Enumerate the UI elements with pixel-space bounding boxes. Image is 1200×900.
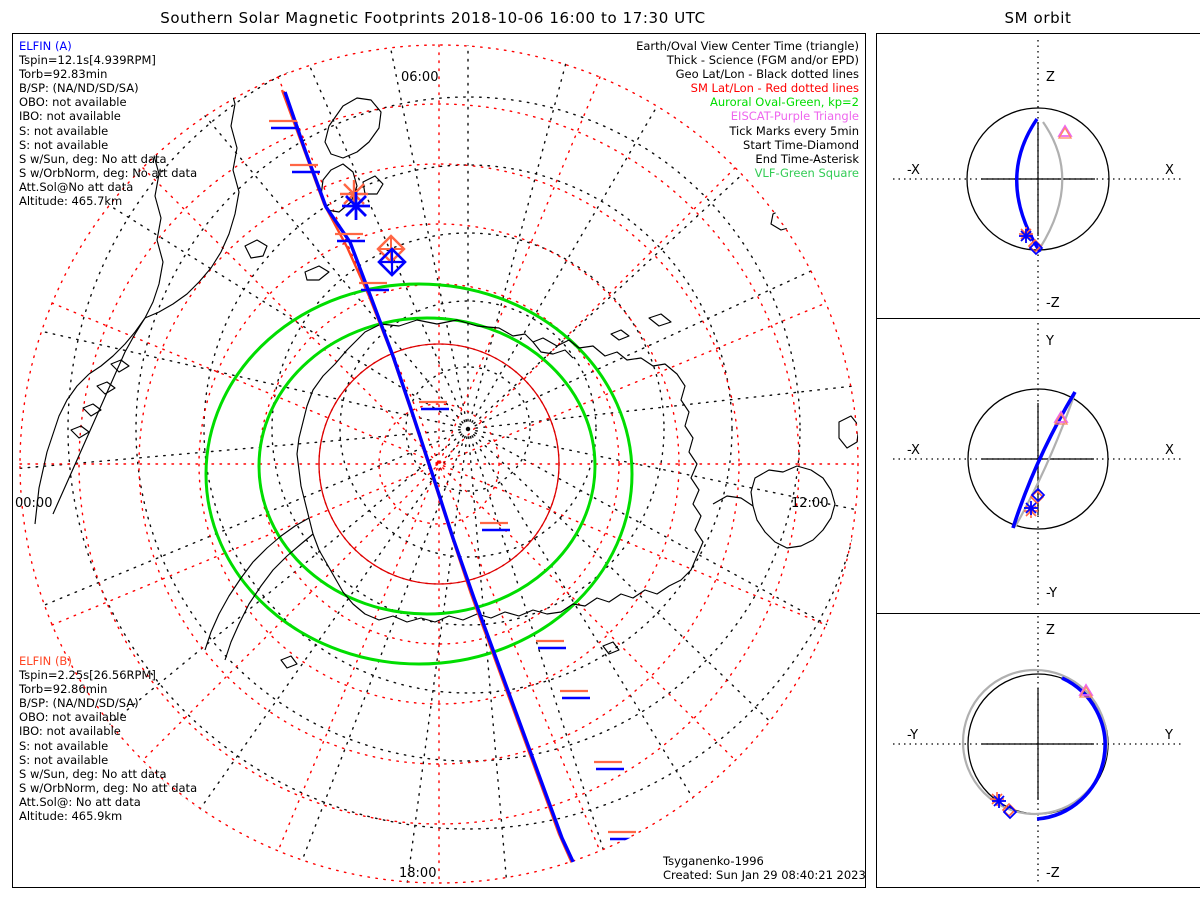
elfin-a-line-3: OBO: not available — [19, 95, 127, 110]
axis-label-left-yz: -Y — [907, 728, 918, 743]
end-time-asterisk-xz — [1019, 227, 1033, 243]
elfin-b-line-9: Att.Sol@: No att data — [19, 794, 141, 809]
axis-label-up-yz: Z — [1046, 623, 1055, 638]
elfin-b-line-2: B/SP: (NA/ND/SD/SA) — [19, 696, 139, 711]
elfin-a-line-10: Altitude: 465.7km — [19, 194, 123, 209]
mlt-label-06: 06:00 — [401, 70, 439, 85]
orbit-track-yz — [1036, 676, 1107, 821]
start-time-diamond-yz — [1001, 802, 1018, 820]
orbit-axes-xz — [893, 40, 1183, 311]
start-time-diamond-xy — [1029, 487, 1046, 505]
tick-marks — [269, 119, 638, 841]
elfin-b-line-3: OBO: not available — [19, 710, 127, 725]
elfin-b-line-10: Altitude: 465.9km — [19, 809, 123, 824]
legend-item-auroral-oval: Auroral Oval-Green, kp=2 — [709, 95, 859, 110]
elfin-a-line-4: IBO: not available — [19, 109, 121, 124]
orbit-axes-xy — [893, 323, 1183, 608]
legend-item-view-center-time: Earth/Oval View Center Time (triangle) — [636, 39, 859, 53]
axis-label-right-xz: X — [1165, 163, 1174, 178]
elfin-a-track — [283, 91, 584, 882]
elfin-a-line-0: Tspin=12.1s[4.939RPM] — [19, 53, 156, 68]
elfin-b-line-8: S w/OrbNorm, deg: No att data — [19, 780, 198, 795]
created-timestamp: Created: Sun Jan 29 08:40:21 2023 — [663, 867, 866, 882]
elfin-a-line-7: S w/Sun, deg: No att data — [19, 151, 167, 166]
elfin-a-line-2: B/SP: (NA/ND/SD/SA) — [19, 81, 139, 96]
elfin-a-name: ELFIN (A) — [19, 39, 72, 53]
orbit-plot-xy: Y -Y -X X — [893, 323, 1183, 608]
elfin-a-info-block: ELFIN (A) Tspin=12.1s[4.939RPM] Torb=92.… — [19, 39, 197, 208]
view-center-triangle-yz — [1078, 683, 1094, 698]
axis-label-down-xy: -Y — [1046, 586, 1057, 601]
legend-item-geo-latlon: Geo Lat/Lon - Black dotted lines — [675, 67, 859, 82]
sm-orbit-title: SM orbit — [1004, 9, 1072, 27]
elfin-b-name: ELFIN (B) — [19, 654, 72, 668]
orbit-projection-xz — [1039, 121, 1064, 249]
sm-orbit-panel-yz[interactable]: Z -Z -Y Y — [876, 613, 1200, 888]
mlt-label-12: 12:00 — [791, 496, 829, 511]
mlt-label-00: 00:00 — [15, 496, 53, 511]
end-time-asterisk-marker — [340, 180, 370, 220]
legend-item-start-time: Start Time-Diamond — [743, 137, 859, 152]
axis-label-up-xy: Y — [1045, 334, 1054, 349]
orbit-plot-xz: Z -Z -X X — [893, 40, 1183, 311]
axis-label-left-xz: -X — [907, 163, 920, 178]
axis-label-up-xz: Z — [1046, 70, 1055, 85]
sm-orbit-panel-xy[interactable]: Y -Y -X X — [876, 318, 1200, 613]
orbit-plot-yz: Z -Z -Y Y — [893, 616, 1183, 882]
start-time-diamond-xz — [1027, 238, 1044, 256]
orbit-projection-xy — [1014, 392, 1077, 528]
sm-inner-circle — [318, 343, 560, 585]
elfin-b-line-7: S w/Sun, deg: No att data — [19, 766, 167, 781]
elfin-a-line-9: Att.Sol@No att data — [19, 179, 134, 194]
end-time-asterisk-xy — [1024, 501, 1038, 518]
elfin-a-line-5: S: not available — [19, 123, 109, 138]
sm-orbit-panel-xz[interactable]: Z -Z -X X — [876, 33, 1200, 318]
elfin-a-line-6: S: not available — [19, 137, 109, 152]
model-name: Tsyganenko-1996 — [663, 853, 764, 868]
axis-label-down-yz: -Z — [1046, 866, 1060, 881]
elfin-a-line-1: Torb=92.83min — [19, 67, 108, 82]
orbit-footprint-track — [280, 89, 584, 882]
start-time-diamond-marker — [376, 234, 407, 277]
axis-label-right-xy: X — [1165, 443, 1174, 458]
earth-crosshair-yz — [982, 688, 1094, 800]
legend-item-vlf: VLF-Green Square — [754, 165, 859, 180]
axis-label-right-yz: Y — [1164, 728, 1173, 743]
elfin-b-line-5: S: not available — [19, 738, 109, 753]
end-time-asterisk-yz — [990, 792, 1006, 808]
elfin-b-info-block: ELFIN (B) Tspin=2.25s[26.56RPM] Torb=92.… — [19, 654, 197, 823]
elfin-b-line-6: S: not available — [19, 752, 109, 767]
page-title: Southern Solar Magnetic Footprints 2018-… — [160, 9, 706, 27]
axis-label-down-xz: -Z — [1046, 296, 1060, 311]
earth-crosshair-xz — [981, 122, 1095, 236]
polar-map-plot — [19, 44, 859, 884]
axis-label-left-xy: -X — [907, 443, 920, 458]
legend-item-sm-latlon: SM Lat/Lon - Red dotted lines — [690, 81, 859, 96]
orbit-projection-yz — [961, 668, 1109, 816]
legend-item-tick-marks: Tick Marks every 5min — [729, 123, 859, 138]
view-center-triangle-xy — [1053, 410, 1069, 425]
mlt-label-18: 18:00 — [399, 866, 437, 881]
earth-circle-xy — [967, 388, 1109, 530]
orbit-track-xy — [1011, 391, 1077, 529]
legend-item-eiscat: EISCAT-Purple Triangle — [730, 109, 859, 124]
map-footer: Tsyganenko-1996 Created: Sun Jan 29 08:4… — [663, 853, 866, 882]
elfin-b-line-1: Torb=92.86min — [19, 682, 108, 697]
auroral-oval — [204, 282, 634, 666]
legend-item-thick-science: Thick - Science (FGM and/or EPD) — [666, 53, 859, 68]
legend-item-end-time: End Time-Asterisk — [755, 151, 859, 166]
elfin-b-line-4: IBO: not available — [19, 724, 121, 739]
polar-map-panel[interactable]: ELFIN (A) Tspin=12.1s[4.939RPM] Torb=92.… — [12, 33, 866, 888]
elfin-a-line-8: S w/OrbNorm, deg: No att data — [19, 165, 198, 180]
view-center-triangle-xz — [1057, 124, 1073, 139]
elfin-b-line-0: Tspin=2.25s[26.56RPM] — [19, 668, 156, 683]
map-legend: Earth/Oval View Center Time (triangle) T… — [636, 39, 859, 180]
